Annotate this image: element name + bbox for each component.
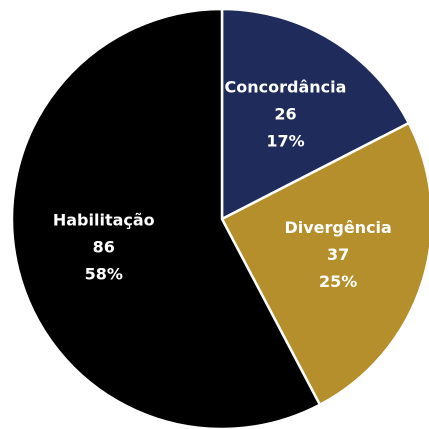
slice-value: 26 <box>274 105 296 124</box>
pie-slice <box>220 121 429 407</box>
slice-value: 37 <box>327 245 349 264</box>
slice-label: Divergência <box>284 218 391 237</box>
slice-percent: 58% <box>85 265 123 284</box>
slice-label: Habilitação <box>53 211 155 230</box>
slice-value: 86 <box>93 238 115 257</box>
slice-label: Concordância <box>225 78 347 97</box>
pie-slice <box>220 7 411 222</box>
slice-percent: 25% <box>319 272 357 291</box>
slice-percent: 17% <box>266 132 304 151</box>
